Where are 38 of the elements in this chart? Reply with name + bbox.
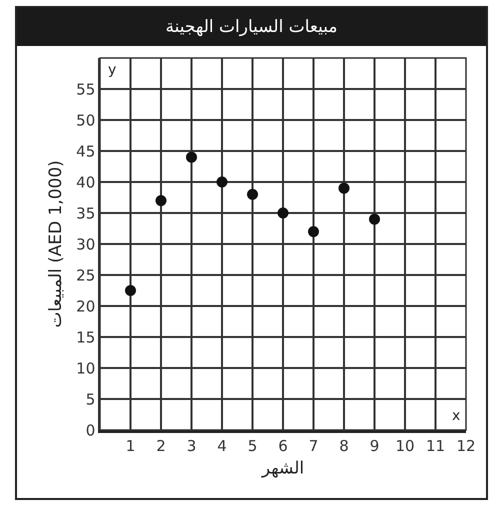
point	[186, 152, 197, 163]
x-tick-label: 11	[426, 437, 446, 455]
point	[308, 226, 319, 238]
x-tick-label: 6	[278, 437, 288, 455]
x-tick-label: 9	[370, 437, 380, 455]
y-axis-title: المبيعات (AED 1,000)	[46, 160, 66, 328]
y-tick-label: 30	[76, 235, 96, 254]
point	[369, 214, 380, 225]
point	[216, 176, 228, 188]
y-tick-label: 40	[76, 173, 96, 192]
x-tick-label: 3	[186, 437, 196, 455]
y-tick-label: 45	[76, 142, 96, 160]
y-tick-label: 5	[86, 390, 96, 408]
annotation: x	[452, 408, 460, 424]
y-tick-label: 20	[76, 297, 96, 316]
x-tick-label: 2	[156, 437, 166, 455]
y-tick-label: 0	[86, 421, 96, 440]
annotation: y	[108, 62, 116, 78]
y-tick-label: 50	[76, 111, 96, 130]
chart-title: مبيعات السيارات الهجينة	[17, 8, 486, 46]
point	[338, 182, 350, 194]
y-tick-label: 10	[76, 359, 96, 378]
x-tick-label: 1	[126, 437, 136, 455]
y-tick-label: 15	[76, 328, 96, 346]
x-tick-label: 10	[395, 437, 415, 455]
x-tick-label: 12	[456, 437, 476, 455]
x-tick-label: 7	[308, 437, 318, 455]
point	[278, 208, 288, 218]
point	[247, 188, 258, 200]
x-axis-title: الشهر	[260, 458, 304, 478]
y-tick-label: 55	[76, 80, 96, 98]
y-tick-label: 35	[76, 204, 96, 222]
point	[156, 195, 166, 206]
x-tick-label: 5	[248, 437, 258, 455]
x-tick-label: 8	[339, 437, 349, 455]
y-tick-label: 25	[76, 266, 96, 284]
point	[125, 285, 136, 296]
x-tick-label: 4	[217, 437, 227, 455]
